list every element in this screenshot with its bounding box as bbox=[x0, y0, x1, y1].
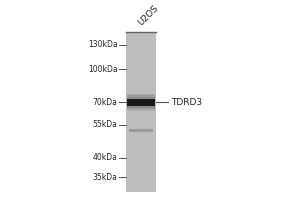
Text: TDRD3: TDRD3 bbox=[171, 98, 202, 107]
Bar bbox=[127, 106, 155, 109]
Bar bbox=[127, 99, 155, 106]
Text: 40kDa: 40kDa bbox=[93, 153, 118, 162]
Bar bbox=[127, 95, 155, 99]
Bar bbox=[127, 94, 155, 99]
Text: 55kDa: 55kDa bbox=[93, 120, 118, 129]
Text: 35kDa: 35kDa bbox=[93, 173, 118, 182]
Text: 130kDa: 130kDa bbox=[88, 40, 118, 49]
Bar bbox=[127, 97, 155, 99]
Text: U2OS: U2OS bbox=[136, 3, 160, 27]
Text: 100kDa: 100kDa bbox=[88, 65, 118, 74]
Bar bbox=[127, 106, 155, 108]
Bar bbox=[127, 106, 155, 111]
Text: 70kDa: 70kDa bbox=[93, 98, 118, 107]
Bar bbox=[126, 32, 156, 192]
Bar bbox=[126, 32, 156, 192]
Bar bbox=[129, 129, 153, 132]
